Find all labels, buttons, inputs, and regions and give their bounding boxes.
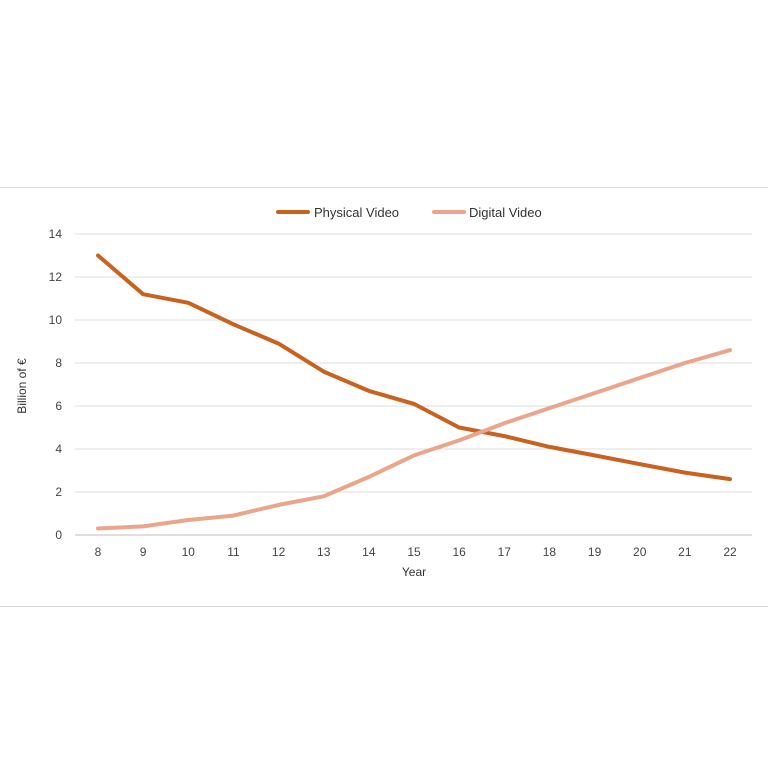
y-axis-title: Billion of € <box>15 358 29 414</box>
y-tick-label: 10 <box>49 313 63 327</box>
series-lines <box>96 253 732 531</box>
x-tick-label: 11 <box>227 545 240 559</box>
x-tick-label: 19 <box>588 545 602 559</box>
y-tick-label: 2 <box>55 485 62 499</box>
x-tick-label: 12 <box>272 545 286 559</box>
legend-label: Digital Video <box>469 205 542 220</box>
x-tick-labels: 8 9 10 11 12 13 14 15 16 17 18 19 20 21 22 <box>95 545 737 559</box>
y-tick-label: 12 <box>49 270 63 284</box>
x-tick-label: 15 <box>407 545 421 559</box>
y-tick-label: 0 <box>55 528 62 542</box>
chart-frame <box>0 187 768 607</box>
y-tick-label: 8 <box>55 356 62 370</box>
y-tick-label: 6 <box>55 399 62 413</box>
legend-label: Physical Video <box>314 205 399 220</box>
x-tick-label: 14 <box>362 545 376 559</box>
y-tick-label: 4 <box>55 442 62 456</box>
legend: Physical Video Digital Video <box>276 205 542 220</box>
gridlines <box>75 233 752 536</box>
series-line-physical-video <box>96 253 732 482</box>
x-tick-label: 21 <box>678 545 692 559</box>
x-tick-label: 20 <box>633 545 647 559</box>
x-tick-label: 16 <box>452 545 466 559</box>
y-tick-label: 14 <box>49 227 63 241</box>
x-tick-label: 17 <box>498 545 512 559</box>
x-tick-label: 10 <box>182 545 196 559</box>
x-axis-title: Year <box>402 565 426 579</box>
x-tick-label: 9 <box>140 545 147 559</box>
x-tick-label: 22 <box>723 545 737 559</box>
y-tick-labels: 0 2 4 6 8 10 12 14 <box>49 227 63 542</box>
x-tick-label: 8 <box>95 545 102 559</box>
x-tick-label: 18 <box>543 545 557 559</box>
x-tick-label: 13 <box>317 545 331 559</box>
series-line-digital-video <box>96 348 732 531</box>
